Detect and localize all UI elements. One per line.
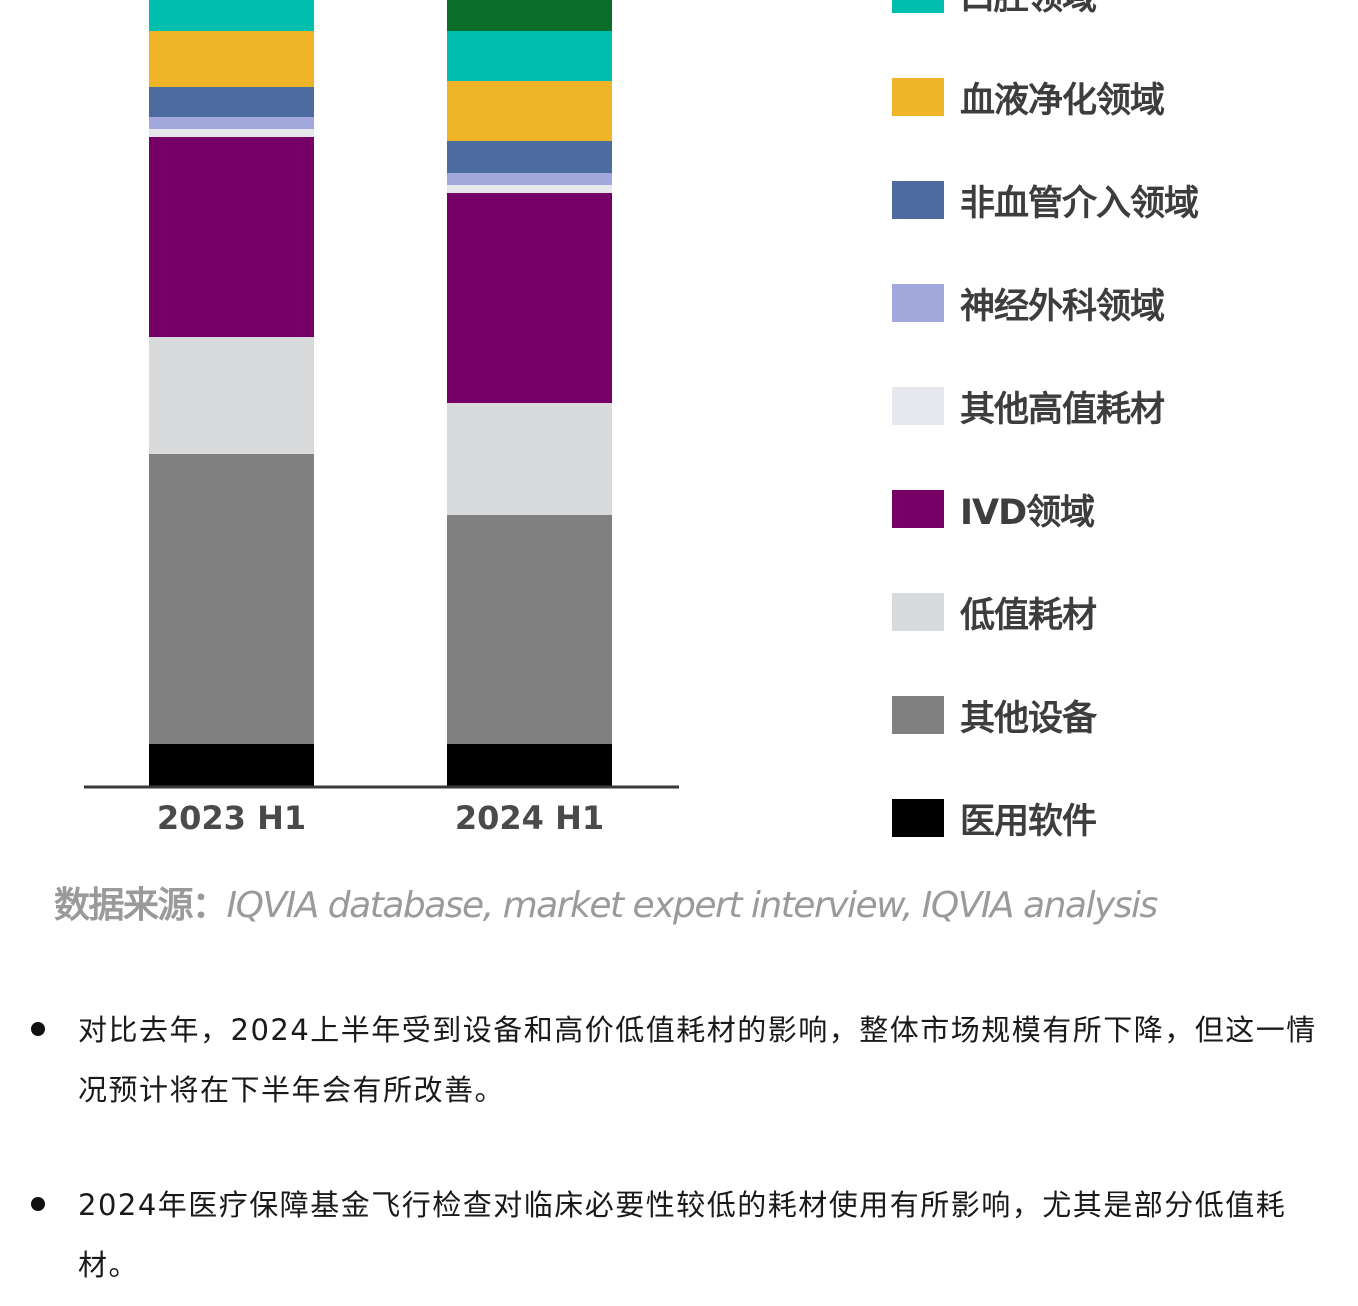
- legend-item: 非血管介入领域: [892, 180, 1199, 224]
- bars-layer: [149, 0, 612, 786]
- legend-swatch: [892, 593, 944, 631]
- bar-segment: [447, 81, 612, 141]
- legend-item: 血液净化领域: [892, 77, 1165, 121]
- legend-label: 口腔领域: [960, 0, 1097, 20]
- legend-item: 低值耗材: [892, 592, 1097, 636]
- bar-segment: [447, 744, 612, 786]
- bar-segment: [149, 117, 314, 129]
- legend-swatch: [892, 284, 944, 322]
- legend-swatch: [892, 0, 944, 13]
- bullet-item: 2024年医疗保障基金飞行检查对临床必要性较低的耗材使用有所影响，尤其是部分低值…: [31, 1175, 1340, 1295]
- legend-swatch: [892, 799, 944, 837]
- bar-segment: [149, 31, 314, 87]
- x-tick-labels: 2023 H1 2024 H1: [157, 799, 604, 837]
- legend-item: 医用软件: [892, 798, 1097, 842]
- legend-label: 医用软件: [960, 801, 1097, 842]
- source-note: 数据来源：IQVIA database, market expert inter…: [54, 876, 1159, 928]
- bar-segment: [447, 173, 612, 185]
- legend-label: 血液净化领域: [960, 80, 1165, 121]
- legend-swatch: [892, 387, 944, 425]
- bar-segment: [149, 337, 314, 454]
- source-label: 数据来源：: [54, 885, 228, 926]
- bar-segment: [149, 137, 314, 337]
- bar-segment: [149, 744, 314, 786]
- legend-item: 口腔领域: [892, 0, 1097, 18]
- bar-segment: [149, 129, 314, 137]
- x-tick-label: 2024 H1: [455, 799, 604, 837]
- bullet-item: 对比去年，2024上半年受到设备和高价低值耗材的影响，整体市场规模有所下降，但这…: [31, 1000, 1340, 1120]
- bar-segment: [149, 0, 314, 31]
- legend-item: 其他设备: [892, 695, 1097, 739]
- bar-segment: [149, 454, 314, 744]
- legend-swatch: [892, 181, 944, 219]
- bar-segment: [447, 141, 612, 173]
- stacked-bar-chart: 2023 H1 2024 H1: [84, 0, 679, 837]
- legend-item: 其他高值耗材: [892, 386, 1165, 430]
- bar-segment: [447, 0, 612, 31]
- legend-item: 神经外科领域: [892, 283, 1165, 327]
- legend-swatch: [892, 490, 944, 528]
- legend-label: 非血管介入领域: [960, 183, 1199, 224]
- bar-segment: [447, 185, 612, 193]
- legend-label: 神经外科领域: [960, 286, 1165, 327]
- legend-item: IVD领域: [892, 489, 1095, 533]
- bar-segment: [447, 31, 612, 81]
- bullet-dot-icon: [31, 1197, 45, 1211]
- bar-segment: [447, 403, 612, 515]
- legend-swatch: [892, 78, 944, 116]
- bar-segment: [149, 87, 314, 117]
- bullet-dot-icon: [31, 1022, 45, 1036]
- legend-swatch: [892, 696, 944, 734]
- legend-label: 低值耗材: [960, 595, 1097, 636]
- legend-label: 其他高值耗材: [960, 389, 1165, 430]
- source-text: IQVIA database, market expert interview,…: [226, 885, 1159, 926]
- legend-label: IVD领域: [960, 492, 1095, 533]
- chart-legend: 口腔领域血液净化领域非血管介入领域神经外科领域其他高值耗材 IVD领域低值耗材其他…: [892, 0, 1352, 860]
- x-tick-label: 2023 H1: [157, 799, 306, 837]
- bullet-text: 对比去年，2024上半年受到设备和高价低值耗材的影响，整体市场规模有所下降，但这…: [78, 1013, 1317, 1107]
- bar-segment: [447, 515, 612, 744]
- bar-segment: [447, 193, 612, 403]
- legend-label: 其他设备: [960, 698, 1097, 739]
- bullet-text: 2024年医疗保障基金飞行检查对临床必要性较低的耗材使用有所影响，尤其是部分低值…: [78, 1188, 1287, 1282]
